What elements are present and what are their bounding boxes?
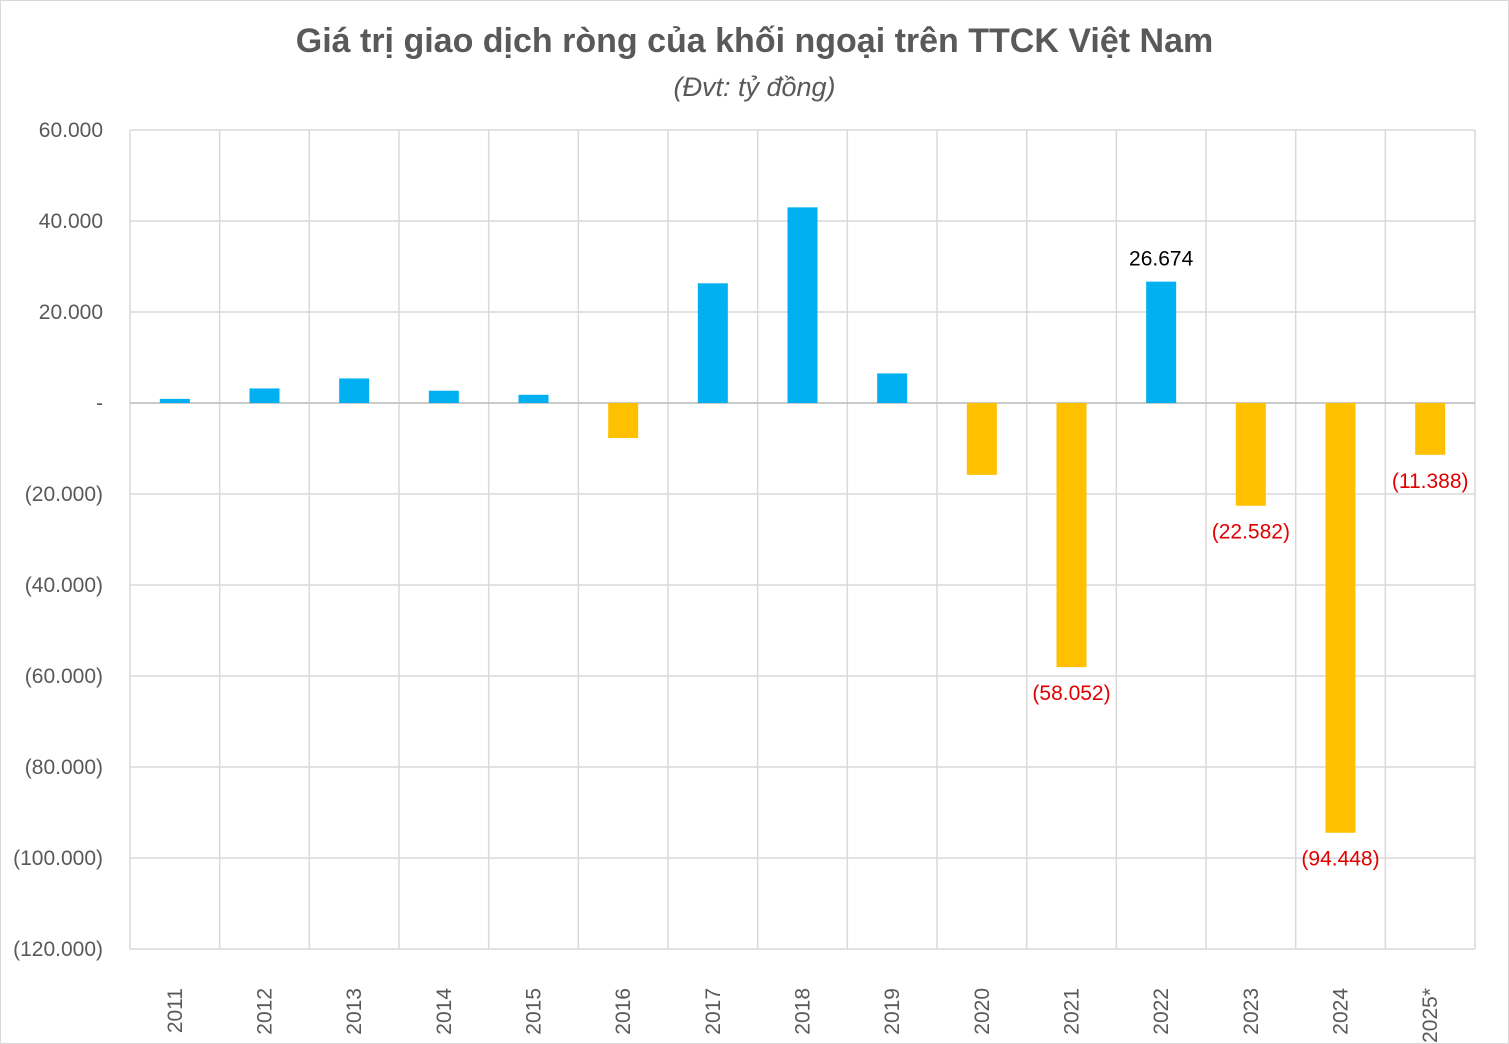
data-label: (58.052) xyxy=(1032,682,1110,705)
bar-2013 xyxy=(339,378,370,403)
x-tick-label: 2013 xyxy=(343,988,366,1035)
data-label: (22.582) xyxy=(1212,521,1290,544)
y-tick-label: - xyxy=(96,392,103,415)
bar-2012 xyxy=(249,388,280,403)
chart-subtitle: (Đvt: tỷ đồng) xyxy=(673,72,836,102)
x-tick-label: 2012 xyxy=(254,988,277,1035)
bar-2018 xyxy=(787,207,818,403)
x-tick-label: 2022 xyxy=(1150,988,1173,1035)
labels-layer: 60.000 40.000 20.000 - (20.000) (40.000) (60.0… xyxy=(13,119,1468,1043)
bar-2022 xyxy=(1146,281,1177,403)
bar-2017 xyxy=(697,283,728,403)
bar-2011 xyxy=(159,398,190,403)
x-tick-label: 2014 xyxy=(433,988,456,1035)
x-tick-label: 2023 xyxy=(1240,988,1263,1035)
x-tick-label: 2016 xyxy=(612,988,635,1035)
x-tick-label: 2015 xyxy=(523,988,546,1035)
y-tick-label: 60.000 xyxy=(39,119,103,142)
x-tick-label: 2024 xyxy=(1330,988,1353,1035)
y-tick-label: 40.000 xyxy=(39,210,103,233)
y-tick-label: (120.000) xyxy=(13,938,103,961)
y-tick-label: (40.000) xyxy=(25,574,103,597)
x-tick-label: 2018 xyxy=(792,988,815,1035)
bar-2021 xyxy=(1056,403,1087,668)
data-label: (11.388) xyxy=(1392,470,1469,493)
x-tick-label: 2021 xyxy=(1061,988,1084,1035)
bar-2019 xyxy=(877,373,908,403)
bar-2016 xyxy=(608,403,639,439)
y-tick-label: (100.000) xyxy=(13,847,103,870)
bar-2025 xyxy=(1415,403,1446,455)
x-tick-label: 2011 xyxy=(164,988,187,1033)
y-tick-label: (60.000) xyxy=(25,665,103,688)
x-tick-label: 2017 xyxy=(702,988,725,1035)
bar-2023 xyxy=(1235,403,1266,506)
x-tick-label: 2020 xyxy=(971,988,994,1035)
bar-2024 xyxy=(1325,403,1356,833)
x-tick-label: 2025* xyxy=(1419,988,1442,1043)
bars-layer xyxy=(159,207,1446,833)
bar-2015 xyxy=(518,394,549,403)
data-label: 26.674 xyxy=(1129,248,1194,271)
bar-2020 xyxy=(966,403,997,475)
bar-2014 xyxy=(428,390,459,403)
chart-title: Giá trị giao dịch ròng của khối ngoại tr… xyxy=(295,22,1214,60)
y-tick-label: (20.000) xyxy=(25,483,103,506)
x-tick-label: 2019 xyxy=(881,988,904,1035)
y-tick-label: 20.000 xyxy=(39,301,103,324)
data-label: (94.448) xyxy=(1301,848,1379,871)
y-tick-label: (80.000) xyxy=(25,756,103,779)
